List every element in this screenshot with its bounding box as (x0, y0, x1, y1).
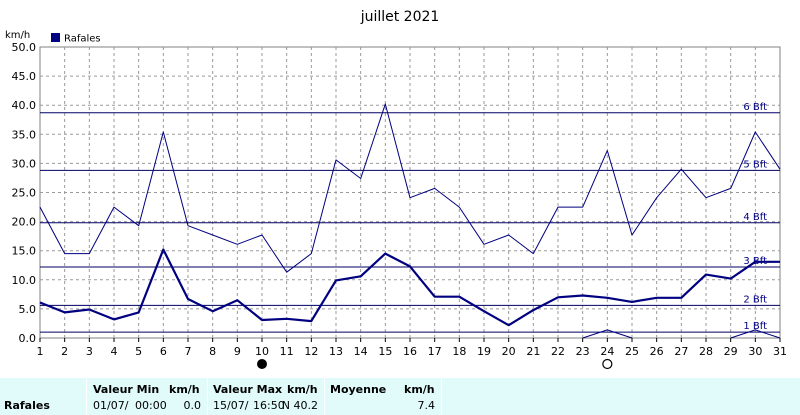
x-tick-label: 24 (600, 345, 614, 358)
min-unit: km/h (169, 383, 200, 396)
min-header: Valeur Min (93, 383, 160, 396)
x-tick-label: 25 (625, 345, 639, 358)
x-tick-label: 6 (160, 345, 167, 358)
avg-value: 7.4 (417, 399, 436, 412)
y-tick-label: 0.0 (19, 332, 37, 345)
series-line (39, 248, 780, 327)
full-moon-icon (602, 358, 613, 370)
y-tick-label: 45.0 (12, 70, 37, 83)
x-tick-label: 9 (234, 345, 241, 358)
x-tick-label: 4 (111, 345, 118, 358)
x-tick-label: 7 (185, 345, 192, 358)
x-tick-label: 21 (526, 345, 540, 358)
y-tick-label: 40.0 (12, 99, 37, 112)
series-line (730, 329, 781, 339)
x-tick-label: 29 (724, 345, 738, 358)
x-tick-label: 28 (699, 345, 713, 358)
new-moon-icon (257, 359, 267, 369)
y-tick-label: 35.0 (12, 128, 37, 141)
x-tick-label: 15 (378, 345, 392, 358)
stats-row-label-cell: Rafales (0, 378, 87, 415)
legend-label: Rafales (64, 34, 101, 45)
y-tick-label: 25.0 (12, 187, 37, 200)
stats-max-cell: Valeur Max km/h 15/07/ 16:50 N 40.2 (208, 378, 325, 415)
max-date: 15/07/ (213, 399, 249, 412)
x-tick-label: 3 (86, 345, 93, 358)
x-tick-label: 18 (452, 345, 466, 358)
min-date: 01/07/ (93, 399, 129, 412)
x-tick-label: 16 (403, 345, 417, 358)
max-header: Valeur Max (213, 383, 283, 396)
y-tick-label: 10.0 (12, 274, 37, 287)
axes: 0.0 5.0 10.0 15.0 20.0 25.0 30.0 35.0 40.0 45.0 50… (12, 41, 788, 358)
min-time: 00:00 (135, 399, 167, 412)
beaufort-label: 6 Bft (743, 102, 767, 113)
x-tick-label: 30 (748, 345, 762, 358)
avg-unit: km/h (404, 383, 435, 396)
stats-avg-cell: Moyenne km/h 7.4 (325, 378, 442, 415)
max-time: 16:50 (253, 399, 285, 412)
max-value: N 40.2 (281, 399, 318, 412)
beaufort-label: 2 Bft (743, 294, 767, 305)
legend-swatch (51, 33, 60, 42)
x-tick-label: 19 (477, 345, 491, 358)
beaufort-label: 4 Bft (743, 212, 767, 223)
stats-table: Rafales Valeur Min km/h 01/07/ 00:00 0.0… (0, 378, 800, 415)
x-tick-label: 31 (773, 345, 787, 358)
avg-header: Moyenne (330, 383, 387, 396)
x-tick-label: 20 (502, 345, 516, 358)
x-tick-label: 23 (576, 345, 590, 358)
x-tick-label: 26 (650, 345, 664, 358)
x-tick-label: 12 (304, 345, 318, 358)
x-tick-label: 1 (37, 345, 44, 358)
x-tick-label: 14 (354, 345, 368, 358)
series-line (39, 103, 781, 273)
min-value: 0.0 (183, 399, 202, 412)
x-tick-label: 5 (135, 345, 142, 358)
moon-phases (257, 358, 613, 370)
x-tick-label: 22 (551, 345, 565, 358)
series (39, 103, 781, 339)
y-tick-label: 30.0 (12, 157, 37, 170)
stats-min-cell: Valeur Min km/h 01/07/ 00:00 0.0 (87, 378, 208, 415)
max-unit: km/h (287, 383, 318, 396)
x-tick-label: 2 (61, 345, 68, 358)
stats-row-label: Rafales (4, 399, 50, 412)
y-tick-label: 50.0 (12, 41, 37, 54)
x-tick-label: 17 (428, 345, 442, 358)
beaufort-label: 1 Bft (743, 321, 767, 332)
y-tick-label: 5.0 (19, 303, 37, 316)
beaufort-label: 5 Bft (743, 159, 767, 170)
series-line (582, 329, 633, 339)
grid (39, 46, 781, 339)
y-tick-label: 15.0 (12, 245, 37, 258)
y-axis-unit: km/h (5, 30, 30, 41)
y-tick-label: 20.0 (12, 216, 37, 229)
x-tick-label: 27 (674, 345, 688, 358)
chart-title: juillet 2021 (360, 9, 440, 25)
x-tick-label: 13 (329, 345, 343, 358)
x-tick-label: 11 (280, 345, 294, 358)
x-tick-label: 8 (209, 345, 216, 358)
x-tick-label: 10 (255, 345, 269, 358)
